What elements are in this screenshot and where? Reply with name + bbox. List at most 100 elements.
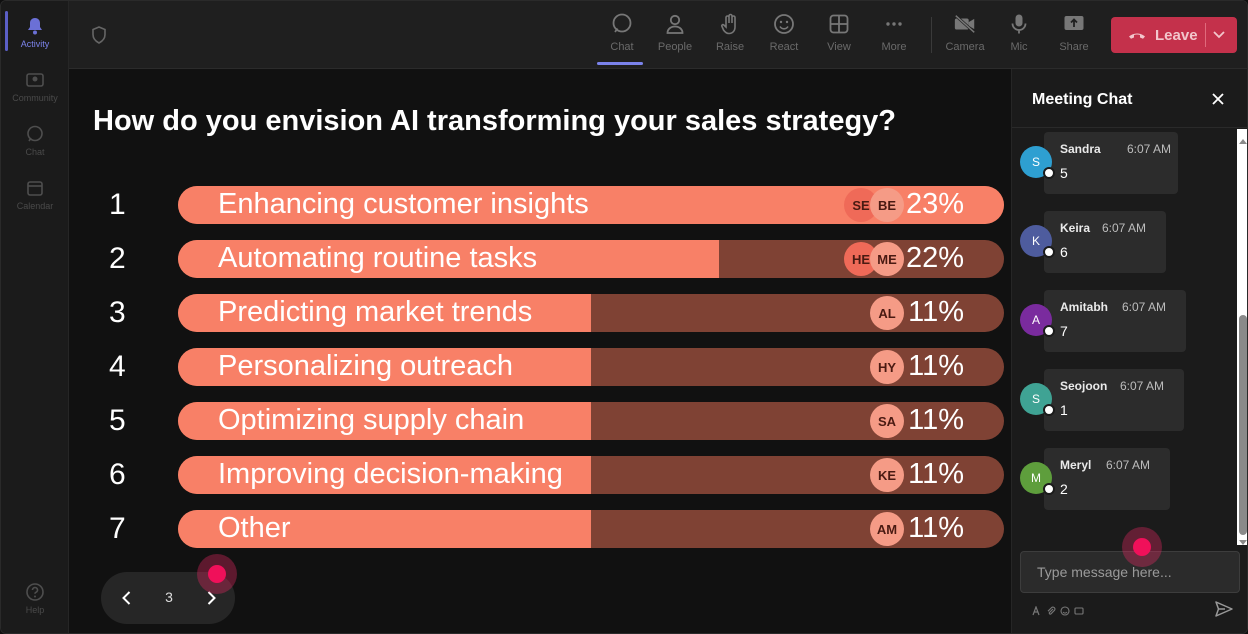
leave-divider bbox=[1205, 23, 1206, 47]
option-bar: Automating routine tasks 22% HE ME bbox=[178, 240, 1004, 278]
presence-status-icon bbox=[1043, 404, 1055, 416]
toolbar-raise-button[interactable]: Raise bbox=[705, 11, 755, 61]
rail-item-activity[interactable]: Activity bbox=[1, 7, 69, 57]
meeting-toolbar: Chat People Raise React View bbox=[69, 1, 1247, 69]
rail-label: Help bbox=[25, 605, 45, 615]
toolbar-mic-button[interactable]: Mic bbox=[994, 11, 1044, 61]
chat-message: Meryl 6:07 AM 2 M bbox=[1012, 448, 1232, 512]
option-label: Optimizing supply chain bbox=[218, 404, 525, 436]
message-bubble[interactable]: Sandra 6:07 AM 5 bbox=[1044, 132, 1178, 194]
camera-off-icon bbox=[953, 11, 977, 37]
chat-message: Seojoon 6:07 AM 1 S bbox=[1012, 369, 1232, 433]
option-bar-fill bbox=[178, 456, 591, 494]
more-dots-icon bbox=[882, 11, 906, 37]
toolbar-label: Chat bbox=[610, 41, 634, 53]
shield-icon[interactable] bbox=[89, 25, 109, 45]
meeting-chat-panel: Meeting Chat Sandra 6:07 AM 5 S Keira 6:07 AM… bbox=[1011, 69, 1247, 633]
toolbar-more-button[interactable]: More bbox=[869, 11, 919, 61]
option-percentage: 23% bbox=[905, 188, 964, 220]
rail-label: Calendar bbox=[16, 201, 54, 211]
poll-option-row: 4 Personalizing outreach 11% HY bbox=[69, 348, 1009, 386]
toolbar-label: People bbox=[657, 41, 693, 53]
message-bubble[interactable]: Amitabh 6:07 AM 7 bbox=[1044, 290, 1186, 352]
chat-message: Keira 6:07 AM 6 K bbox=[1012, 211, 1232, 275]
toolbar-chat-button[interactable]: Chat bbox=[597, 11, 647, 65]
leave-button[interactable]: Leave bbox=[1111, 17, 1237, 53]
toolbar-people-button[interactable]: People bbox=[650, 11, 700, 61]
chevron-right-icon[interactable] bbox=[201, 588, 221, 608]
chat-divider bbox=[1012, 127, 1247, 128]
message-timestamp: 6:07 AM bbox=[1127, 142, 1172, 156]
help-icon bbox=[24, 581, 46, 603]
toolbar-share-button[interactable]: Share bbox=[1049, 11, 1099, 61]
chat-icon bbox=[24, 123, 46, 145]
option-number: 4 bbox=[109, 350, 126, 383]
option-label: Other bbox=[218, 512, 291, 544]
chat-title: Meeting Chat bbox=[1032, 91, 1133, 108]
chat-scrollbar[interactable] bbox=[1237, 129, 1247, 545]
option-bar: Predicting market trends 11% AL bbox=[178, 294, 1004, 332]
scroll-down-arrow-icon[interactable] bbox=[1239, 533, 1247, 545]
rail-label: Chat bbox=[25, 147, 45, 157]
poll-option-row: 6 Improving decision-making 11% KE bbox=[69, 456, 1009, 494]
option-label: Predicting market trends bbox=[218, 296, 533, 328]
message-input[interactable] bbox=[1021, 552, 1239, 592]
format-icon[interactable] bbox=[1032, 603, 1042, 616]
toolbar-view-button[interactable]: View bbox=[814, 11, 864, 61]
rail-label: Activity bbox=[20, 39, 50, 49]
voter-avatar: HY bbox=[870, 350, 904, 384]
message-timestamp: 6:07 AM bbox=[1120, 379, 1165, 393]
attach-icon[interactable] bbox=[1046, 603, 1056, 615]
option-percentage: 11% bbox=[908, 458, 964, 490]
community-icon bbox=[24, 69, 46, 91]
gif-icon[interactable] bbox=[1074, 603, 1084, 615]
option-percentage: 11% bbox=[908, 512, 964, 544]
message-text: 5 bbox=[1060, 165, 1068, 181]
toolbar-label: More bbox=[881, 41, 907, 53]
sender-name: Keira bbox=[1060, 221, 1091, 235]
chevron-left-icon[interactable] bbox=[117, 588, 137, 608]
scroll-thumb[interactable] bbox=[1239, 315, 1247, 535]
message-bubble[interactable]: Keira 6:07 AM 6 bbox=[1044, 211, 1166, 273]
option-number: 6 bbox=[109, 458, 126, 491]
sender-name: Amitabh bbox=[1060, 300, 1108, 314]
close-icon[interactable] bbox=[1208, 89, 1228, 109]
option-bar: Optimizing supply chain 11% SA bbox=[178, 402, 1004, 440]
chat-message: Amitabh 6:07 AM 7 A bbox=[1012, 290, 1232, 354]
emoji-icon[interactable] bbox=[1060, 603, 1070, 616]
rail-item-community[interactable]: Community bbox=[1, 61, 69, 111]
rail-item-chat[interactable]: Chat bbox=[1, 115, 69, 165]
option-bar: Improving decision-making 11% KE bbox=[178, 456, 1004, 494]
message-bubble[interactable]: Seojoon 6:07 AM 1 bbox=[1044, 369, 1184, 431]
presence-status-icon bbox=[1043, 483, 1055, 495]
option-label: Automating routine tasks bbox=[218, 242, 538, 274]
message-composer bbox=[1020, 551, 1240, 593]
voter-avatar: BE bbox=[870, 188, 904, 222]
option-number: 3 bbox=[109, 296, 126, 329]
option-bar-fill bbox=[178, 348, 591, 386]
toolbar-label: Raise bbox=[715, 41, 745, 53]
option-label: Improving decision-making bbox=[218, 458, 563, 490]
smiley-icon bbox=[772, 11, 796, 37]
option-bar-fill bbox=[178, 240, 720, 278]
rail-item-help[interactable]: Help bbox=[1, 573, 69, 623]
microphone-icon bbox=[1007, 11, 1031, 37]
raise-hand-icon bbox=[718, 11, 742, 37]
toolbar-label: Share bbox=[1059, 41, 1089, 53]
option-percentage: 11% bbox=[908, 296, 964, 328]
chat-message: Sandra 6:07 AM 5 S bbox=[1012, 132, 1232, 196]
presence-status-icon bbox=[1043, 246, 1055, 258]
voter-avatar: KE bbox=[870, 458, 904, 492]
app-rail: Activity Community Chat Calendar Help bbox=[1, 1, 69, 633]
scroll-up-arrow-icon[interactable] bbox=[1239, 133, 1247, 144]
chevron-down-icon[interactable] bbox=[1211, 26, 1227, 42]
toolbar-react-button[interactable]: React bbox=[759, 11, 809, 61]
people-icon bbox=[663, 11, 687, 37]
toolbar-camera-button[interactable]: Camera bbox=[940, 11, 990, 61]
option-bar: Personalizing outreach 11% HY bbox=[178, 348, 1004, 386]
rail-item-calendar[interactable]: Calendar bbox=[1, 169, 69, 219]
message-bubble[interactable]: Meryl 6:07 AM 2 bbox=[1044, 448, 1170, 510]
toolbar-label: View bbox=[827, 41, 851, 53]
send-icon[interactable] bbox=[1214, 599, 1234, 619]
option-percentage: 22% bbox=[905, 242, 964, 274]
